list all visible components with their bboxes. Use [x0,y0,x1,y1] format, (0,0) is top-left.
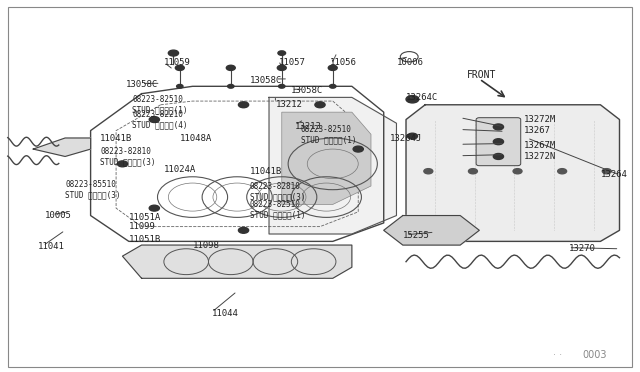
Circle shape [493,124,504,130]
Circle shape [353,146,364,152]
Text: 13213: 13213 [294,122,321,131]
Circle shape [278,84,285,88]
Text: 13058C: 13058C [250,76,282,85]
Circle shape [277,65,286,70]
Circle shape [406,96,419,103]
Text: 0003: 0003 [582,350,607,359]
Circle shape [117,161,127,167]
Polygon shape [384,215,479,245]
Text: 13270: 13270 [568,244,595,253]
Text: 10006: 10006 [396,58,423,67]
Polygon shape [406,105,620,241]
Circle shape [328,65,337,70]
Text: 13212: 13212 [275,100,302,109]
Circle shape [315,102,325,108]
Text: 11041: 11041 [38,243,65,251]
Circle shape [557,169,566,174]
Circle shape [330,84,336,88]
Text: 13264: 13264 [600,170,627,179]
Circle shape [177,84,183,88]
Text: 11098: 11098 [193,241,220,250]
Circle shape [602,169,611,174]
Text: 13272M: 13272M [524,115,556,124]
Circle shape [239,227,248,233]
Circle shape [227,65,236,70]
Circle shape [424,169,433,174]
Text: 11048A: 11048A [180,134,212,142]
Text: 11099: 11099 [129,222,156,231]
Text: 11044: 11044 [212,309,239,318]
Polygon shape [33,138,91,157]
Text: · ·: · · [553,350,562,359]
Circle shape [228,84,234,88]
Text: 11059: 11059 [164,58,191,67]
Circle shape [493,154,504,160]
Text: 11024A: 11024A [164,165,196,174]
Text: 11051B: 11051B [129,235,161,244]
Circle shape [278,51,285,55]
Text: 11041B: 11041B [100,134,132,142]
Polygon shape [269,97,396,234]
Text: 08223-82510
STUD スタッド(1): 08223-82510 STUD スタッド(1) [250,200,305,220]
FancyBboxPatch shape [476,118,521,166]
Polygon shape [282,112,371,205]
Circle shape [175,65,184,70]
Text: 08223-82510
STUD スタッド(1): 08223-82510 STUD スタッド(1) [132,95,188,115]
Text: FRONT: FRONT [467,70,496,80]
Text: 11051A: 11051A [129,213,161,222]
Text: 11057: 11057 [278,58,305,67]
Circle shape [239,102,248,108]
Text: 08223-82810
STUD スタッド(3): 08223-82810 STUD スタッド(3) [250,182,305,201]
Circle shape [493,139,504,145]
Text: 13058C: 13058C [125,80,158,89]
Circle shape [149,205,159,211]
Text: 15255: 15255 [403,231,429,240]
Circle shape [149,116,159,122]
Circle shape [513,169,522,174]
Text: 13264J: 13264J [390,134,422,142]
Text: 13264C: 13264C [406,93,438,102]
Text: 08223-82510
STUD スタッド(1): 08223-82510 STUD スタッド(1) [301,125,356,144]
Text: 13058C: 13058C [291,86,324,94]
Circle shape [407,133,417,139]
Text: 10005: 10005 [45,211,72,220]
Text: 13267M: 13267M [524,141,556,150]
Circle shape [468,169,477,174]
Text: 13272N: 13272N [524,152,556,161]
Circle shape [168,50,179,56]
Text: 08223-82210
STUD スタッド(4): 08223-82210 STUD スタッド(4) [132,110,188,129]
Polygon shape [122,245,352,278]
Text: 13267: 13267 [524,126,551,135]
Text: 08223-85510
STUD スタッド(3): 08223-85510 STUD スタッド(3) [65,180,120,199]
Text: 08223-82810
STUD スタッド(3): 08223-82810 STUD スタッド(3) [100,147,156,166]
Text: 11041B: 11041B [250,167,282,176]
Text: 11056: 11056 [330,58,356,67]
